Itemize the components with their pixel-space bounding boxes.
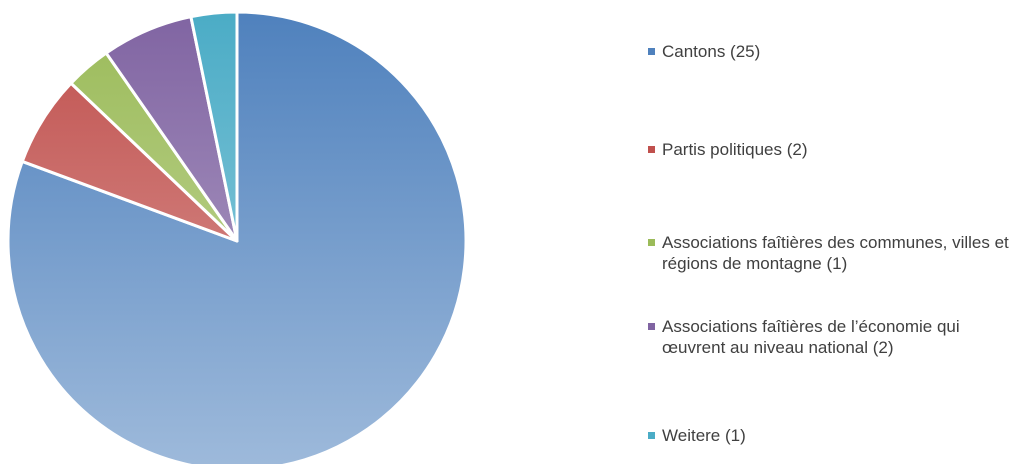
legend-label: Weitere (1) bbox=[662, 426, 746, 445]
legend-swatch bbox=[648, 146, 655, 153]
pie-slice bbox=[189, 10, 239, 243]
legend-entry: Cantons (25) bbox=[648, 41, 1020, 62]
legend-entry: Partis politiques (2) bbox=[648, 139, 1020, 160]
legend-entry: Weitere (1) bbox=[648, 425, 1020, 446]
legend-label: Associations faîtières des communes, vil… bbox=[662, 233, 1009, 273]
legend-swatch bbox=[648, 432, 655, 439]
legend-label: Partis politiques (2) bbox=[662, 140, 808, 159]
legend-entry: Associations faîtières des communes, vil… bbox=[648, 232, 1020, 274]
legend-label: Associations faîtières de l’économie qui… bbox=[662, 317, 960, 357]
legend-swatch bbox=[648, 239, 655, 246]
legend-swatch bbox=[648, 48, 655, 55]
legend-entry: Associations faîtières de l’économie qui… bbox=[648, 316, 1020, 358]
legend-label: Cantons (25) bbox=[662, 42, 761, 61]
legend-swatch bbox=[648, 323, 655, 330]
